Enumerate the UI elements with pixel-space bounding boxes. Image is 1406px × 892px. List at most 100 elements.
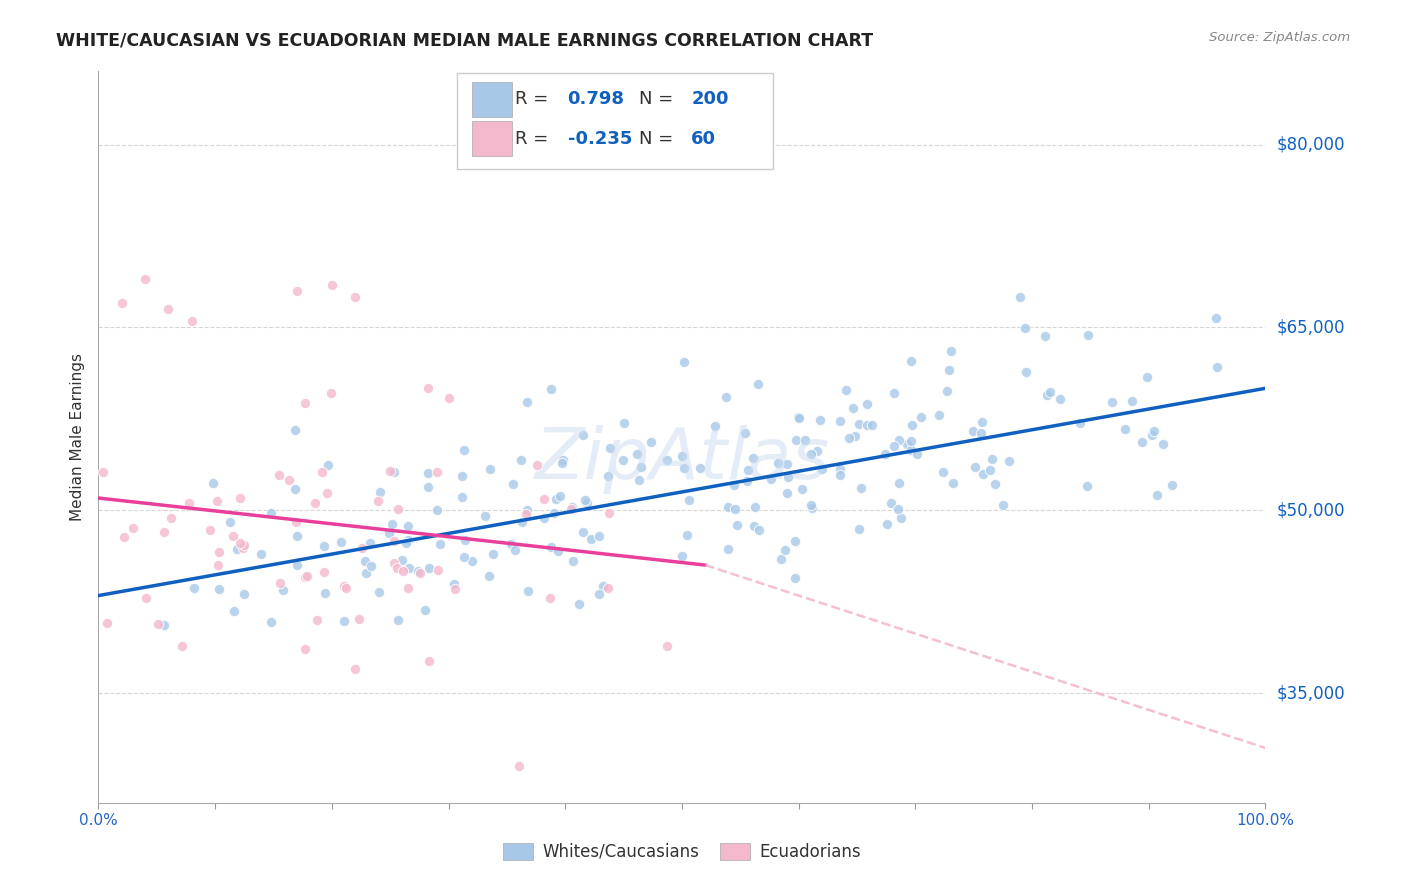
FancyBboxPatch shape bbox=[457, 73, 773, 169]
Point bbox=[267, 468, 290, 483]
Point bbox=[354, 554, 377, 568]
Point bbox=[517, 584, 540, 599]
Point bbox=[294, 396, 316, 410]
Point bbox=[1038, 384, 1060, 399]
Point bbox=[538, 591, 561, 605]
Point bbox=[111, 296, 134, 310]
Point bbox=[304, 496, 326, 510]
Point bbox=[177, 496, 200, 510]
Point bbox=[551, 456, 574, 470]
Point bbox=[972, 467, 994, 482]
Point bbox=[673, 461, 696, 475]
Point bbox=[800, 500, 823, 515]
Point bbox=[314, 565, 336, 579]
Point bbox=[613, 416, 636, 430]
Point bbox=[766, 456, 789, 470]
Point bbox=[560, 501, 582, 516]
Point bbox=[134, 271, 156, 285]
Point bbox=[311, 465, 333, 479]
Point bbox=[938, 363, 960, 377]
Point bbox=[939, 344, 962, 359]
Point bbox=[997, 454, 1019, 468]
Point bbox=[533, 491, 555, 506]
Point bbox=[454, 533, 477, 547]
Point bbox=[384, 465, 406, 479]
Point bbox=[775, 457, 797, 471]
Point bbox=[533, 511, 555, 525]
Point bbox=[394, 535, 416, 549]
Point bbox=[321, 277, 343, 292]
Point bbox=[886, 502, 908, 516]
FancyBboxPatch shape bbox=[472, 82, 512, 118]
Point bbox=[671, 549, 693, 563]
Point bbox=[599, 442, 621, 456]
Point bbox=[856, 418, 879, 433]
Point bbox=[285, 529, 308, 543]
Point bbox=[725, 517, 748, 532]
Point bbox=[905, 447, 928, 461]
Point bbox=[159, 511, 181, 525]
Point bbox=[844, 429, 866, 443]
Point bbox=[450, 490, 472, 504]
Point bbox=[553, 453, 575, 467]
Point bbox=[773, 542, 796, 557]
Point bbox=[671, 449, 693, 463]
Point bbox=[678, 493, 700, 508]
Point bbox=[157, 301, 180, 317]
Point bbox=[1015, 365, 1038, 379]
Point bbox=[548, 489, 571, 503]
Point bbox=[508, 759, 530, 773]
Point bbox=[703, 419, 725, 434]
Point bbox=[352, 541, 374, 556]
Point bbox=[333, 614, 356, 628]
Text: -0.235: -0.235 bbox=[568, 129, 631, 148]
Point bbox=[295, 569, 318, 583]
Point bbox=[249, 547, 271, 561]
Point bbox=[575, 496, 598, 510]
Point bbox=[588, 587, 610, 601]
Point bbox=[330, 535, 353, 549]
Point bbox=[860, 417, 883, 432]
Point bbox=[876, 516, 898, 531]
Point bbox=[741, 451, 763, 466]
Point bbox=[547, 544, 569, 558]
Point bbox=[232, 541, 254, 555]
Point bbox=[561, 500, 583, 514]
Point bbox=[378, 526, 401, 541]
Point bbox=[269, 576, 291, 591]
Point bbox=[1036, 388, 1059, 402]
Point bbox=[598, 581, 620, 595]
Point bbox=[96, 615, 118, 630]
Point bbox=[785, 434, 807, 448]
Point bbox=[588, 529, 610, 543]
Point bbox=[426, 503, 449, 517]
Point bbox=[1146, 488, 1168, 502]
Point bbox=[1077, 327, 1099, 342]
Point bbox=[367, 493, 389, 508]
Point bbox=[218, 515, 240, 529]
Point bbox=[515, 507, 537, 521]
Point bbox=[335, 581, 357, 595]
Point bbox=[413, 602, 436, 616]
Point bbox=[778, 470, 800, 484]
Point bbox=[984, 476, 1007, 491]
Point bbox=[737, 474, 759, 488]
Point bbox=[198, 524, 221, 538]
Point bbox=[748, 523, 770, 537]
Point bbox=[461, 554, 484, 568]
Point bbox=[208, 545, 231, 559]
Point bbox=[260, 506, 283, 520]
Point bbox=[233, 587, 256, 601]
Point bbox=[856, 397, 879, 411]
Point bbox=[928, 409, 950, 423]
Point bbox=[510, 516, 533, 530]
Point bbox=[574, 493, 596, 508]
Point bbox=[689, 461, 711, 475]
Point bbox=[429, 537, 451, 551]
Point bbox=[201, 476, 224, 491]
Point bbox=[516, 503, 538, 517]
Point bbox=[787, 411, 810, 425]
Point bbox=[474, 508, 496, 523]
Point bbox=[228, 491, 250, 505]
Point bbox=[970, 415, 993, 429]
